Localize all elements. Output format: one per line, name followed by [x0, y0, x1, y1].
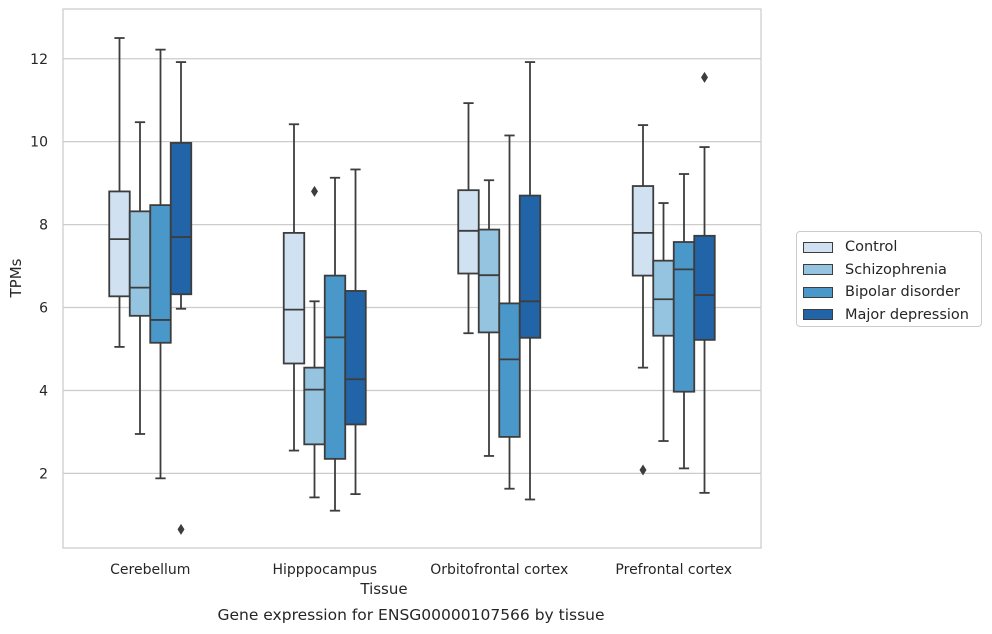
y-axis-ticks: 2 4 6 8 10 12: [30, 52, 48, 483]
box-iqr: [128, 210, 152, 317]
boxes: [108, 37, 716, 535]
box-iqr: [457, 189, 480, 275]
legend-label: Schizophrenia: [845, 261, 947, 278]
outlier-point: [701, 71, 709, 83]
legend-swatch: [803, 241, 833, 253]
outlier-point: [310, 185, 318, 197]
legend-label: Bipolar disorder: [845, 284, 960, 301]
box-iqr: [282, 231, 306, 365]
x-axis-ticks: Cerebellum Hipppocampus Orbitofrontal cort…: [110, 562, 732, 578]
legend: Control Schizophrenia Bipolar disorder M…: [796, 231, 982, 327]
legend-item-major-depression: Major depression: [803, 304, 975, 327]
box-iqr: [149, 204, 172, 344]
box-0-0: [108, 37, 131, 348]
legend-label: Major depression: [845, 306, 969, 323]
x-tick-label: Orbitofrontal cortex: [430, 562, 568, 578]
box-1-3: [344, 168, 367, 496]
outlier-point: [639, 464, 647, 476]
box-1-1: [303, 185, 326, 499]
legend-item-bipolar-disorder: Bipolar disorder: [803, 281, 975, 304]
y-tick-label: 6: [39, 301, 48, 317]
outlier-point: [177, 523, 185, 535]
box-3-2: [672, 173, 696, 470]
x-axis-title: Tissue: [359, 580, 407, 598]
y-tick-label: 10: [30, 135, 48, 151]
legend-swatch: [803, 286, 833, 298]
x-tick-label: Prefrontal cortex: [615, 562, 732, 578]
box-2-1: [477, 179, 501, 457]
box-iqr: [344, 290, 367, 426]
box-iqr: [477, 228, 501, 334]
y-tick-label: 8: [39, 218, 48, 234]
box-2-3: [518, 61, 542, 501]
y-tick-label: 2: [39, 466, 48, 482]
x-tick-label: Cerebellum: [110, 562, 190, 578]
legend-item-control: Control: [803, 236, 975, 259]
box-3-0: [631, 124, 655, 476]
box-iqr: [108, 190, 131, 298]
box-0-1: [128, 121, 152, 435]
y-tick-label: 12: [30, 52, 48, 68]
box-iqr: [518, 194, 542, 339]
box-iqr: [169, 142, 193, 296]
figure-caption: Gene expression for ENSG00000107566 by t…: [217, 606, 605, 624]
box-1-2: [323, 176, 347, 512]
box-2-0: [457, 102, 480, 335]
legend-label: Control: [845, 239, 898, 256]
box-0-2: [149, 48, 172, 480]
box-0-3: [169, 61, 193, 535]
legend-swatch: [803, 309, 833, 321]
box-iqr: [498, 302, 521, 438]
box-iqr: [672, 241, 696, 393]
box-2-2: [498, 134, 521, 490]
box-iqr: [652, 259, 675, 337]
box-iqr: [631, 185, 655, 277]
box-3-3: [693, 71, 716, 494]
legend-item-schizophrenia: Schizophrenia: [803, 259, 975, 282]
legend-swatch: [803, 264, 833, 276]
box-iqr: [323, 274, 347, 460]
y-tick-label: 4: [39, 383, 48, 399]
y-axis-title: TPMs: [7, 258, 25, 298]
box-iqr: [693, 234, 716, 341]
plot-area-frame: [62, 8, 762, 549]
box-3-1: [652, 202, 675, 442]
box-iqr: [303, 366, 326, 446]
x-tick-label: Hipppocampus: [272, 562, 377, 578]
box-1-0: [282, 123, 306, 452]
